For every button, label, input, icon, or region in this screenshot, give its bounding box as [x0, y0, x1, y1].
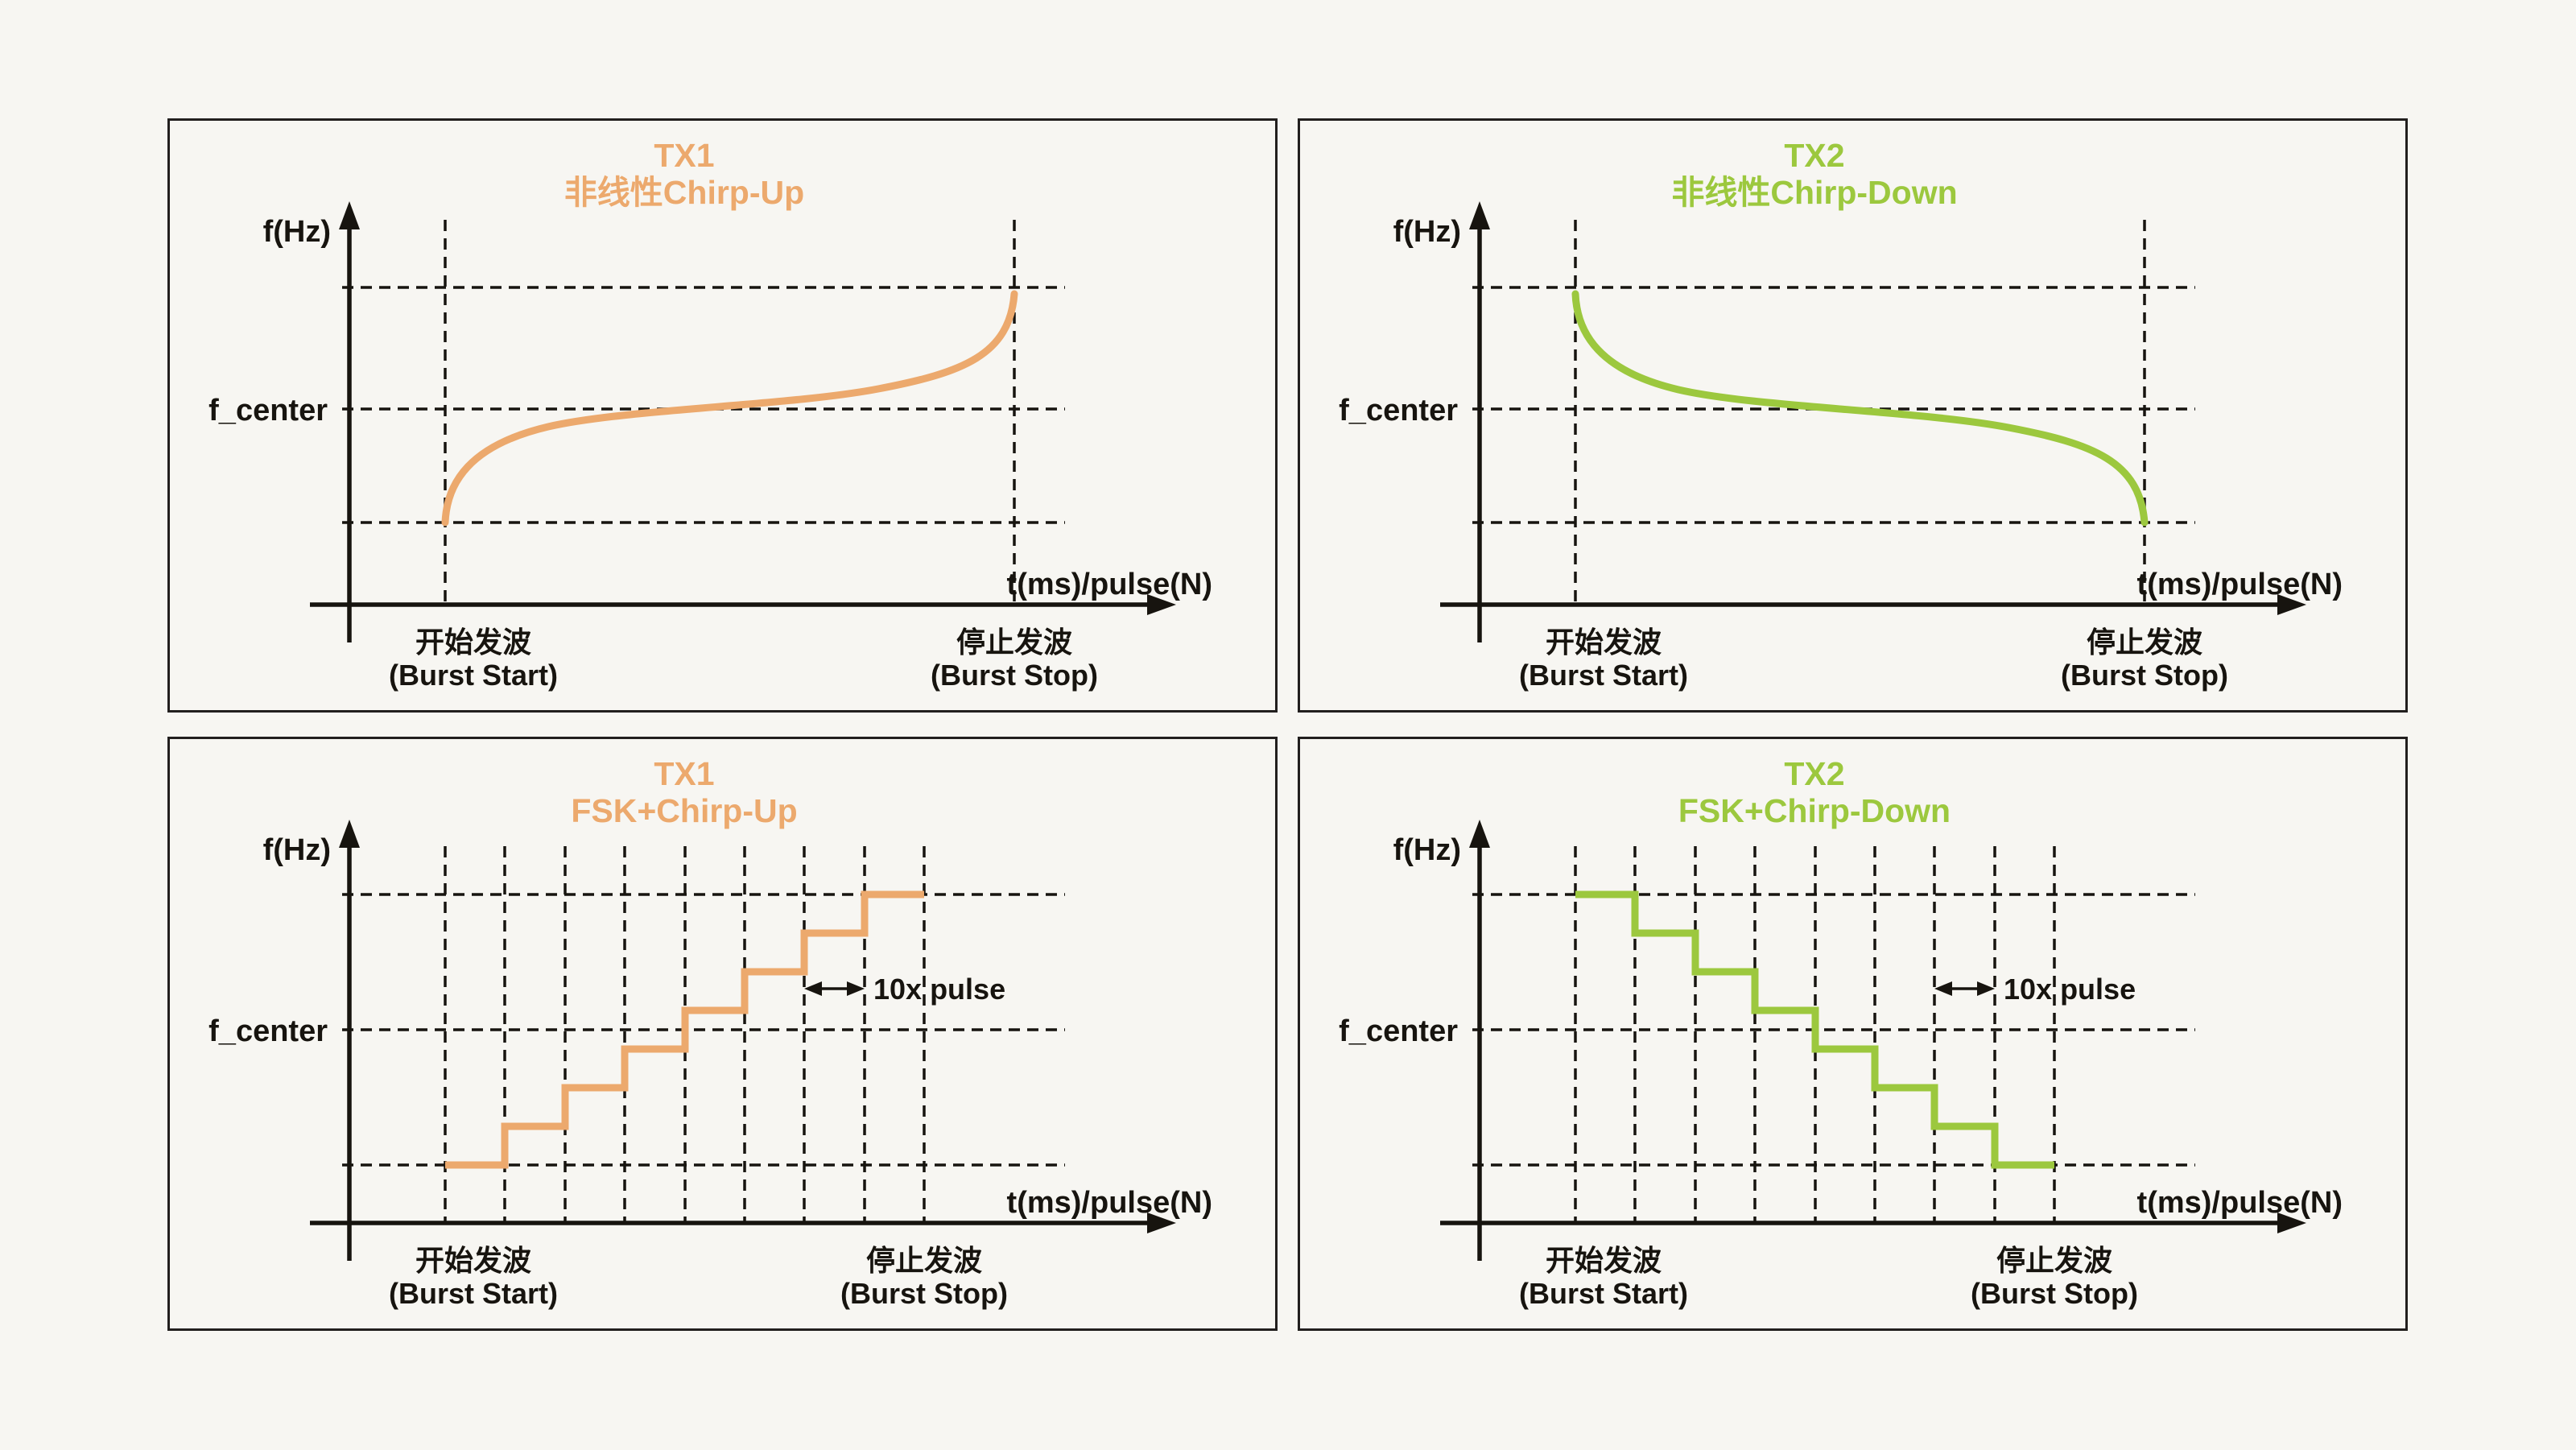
burst-start-label-cn: 开始发波: [1546, 1244, 1662, 1277]
burst-start-label-en: (Burst Start): [1519, 1277, 1688, 1310]
arrow-right-head-icon: [1977, 981, 1995, 996]
panel-title-line1: TX1: [654, 755, 714, 792]
y-axis-arrowhead-icon: [339, 820, 360, 848]
fsk-up-staircase: [445, 890, 924, 1169]
arrow-left-head-icon: [1934, 981, 1952, 996]
axes: [310, 820, 1176, 1261]
burst-stop-label-cn: 停止发波: [956, 626, 1072, 659]
panel-title-line1: TX1: [654, 137, 714, 174]
burst-stop-label-cn: 停止发波: [2087, 626, 2202, 659]
x-axis-label: t(ms)/pulse(N): [1007, 568, 1212, 601]
x-axis-arrowhead-icon: [1147, 594, 1176, 615]
axes: [310, 201, 1176, 642]
chirp-up-curve: [441, 290, 1018, 527]
gridlines: [1472, 220, 2195, 605]
chirp-down-curve: [1571, 290, 2149, 527]
chart-tx1-nonlinear-chirp-up: TX1 非线性Chirp-Up f(Hz) f_center t(ms)/pul…: [208, 137, 1212, 692]
burst-stop-label-en: (Burst Stop): [840, 1277, 1008, 1310]
panel-title-line1: TX2: [1784, 755, 1844, 792]
y-axis-label: f(Hz): [1393, 833, 1461, 867]
x-axis-label: t(ms)/pulse(N): [2137, 1186, 2343, 1220]
burst-stop-label-en: (Burst Stop): [2061, 659, 2228, 692]
panel-tx2-fsk-chirp-down: 10x pulse TX2 FSK+Chirp-Down f(Hz) f_cen…: [1298, 737, 2408, 1331]
panel-title-line2: FSK+Chirp-Down: [1678, 792, 1951, 829]
panel-title-line1: TX2: [1784, 137, 1844, 174]
x-axis-arrowhead-icon: [2277, 1212, 2306, 1233]
x-axis-arrowhead-icon: [2277, 594, 2306, 615]
panel-title-line2: 非线性Chirp-Up: [564, 174, 804, 211]
arrow-right-head-icon: [847, 981, 865, 996]
y-axis-arrowhead-icon: [1469, 201, 1490, 229]
burst-start-label-en: (Burst Start): [389, 659, 558, 692]
panel-tx1-nonlinear-chirp-up: TX1 非线性Chirp-Up f(Hz) f_center t(ms)/pul…: [167, 118, 1278, 713]
arrow-left-head-icon: [804, 981, 822, 996]
chart-tx2-fsk-chirp-down: 10x pulse TX2 FSK+Chirp-Down f(Hz) f_cen…: [1339, 755, 2343, 1310]
y-axis-arrowhead-icon: [339, 201, 360, 229]
burst-start-label-cn: 开始发波: [1546, 626, 1662, 659]
fcenter-label: f_center: [208, 394, 328, 428]
burst-stop-label-cn: 停止发波: [866, 1244, 982, 1277]
fcenter-label: f_center: [1339, 1014, 1458, 1048]
x-axis-label: t(ms)/pulse(N): [1007, 1186, 1212, 1220]
burst-stop-label-cn: 停止发波: [1996, 1244, 2112, 1277]
axes: [1440, 201, 2306, 642]
axes: [1440, 820, 2306, 1261]
y-axis-arrowhead-icon: [1469, 820, 1490, 848]
gridlines: [342, 220, 1065, 605]
panel-title-line2: 非线性Chirp-Down: [1671, 174, 1957, 211]
burst-start-label-en: (Burst Start): [1519, 659, 1688, 692]
chart-tx1-fsk-chirp-up: 10x pulse TX1 FSK+Chirp-Up f(Hz) f_cente…: [208, 755, 1212, 1310]
panel-tx2-nonlinear-chirp-down: TX2 非线性Chirp-Down f(Hz) f_center t(ms)/p…: [1298, 118, 2408, 713]
y-axis-label: f(Hz): [1393, 215, 1461, 249]
pulse-annotation-label: 10x pulse: [2004, 973, 2136, 1006]
y-axis-label: f(Hz): [263, 215, 331, 249]
pulse-width-annotation: 10x pulse: [804, 973, 1005, 1006]
pulse-gridlines: [1472, 846, 2195, 1223]
panel-title-line2: FSK+Chirp-Up: [571, 792, 797, 829]
panel-tx1-fsk-chirp-up: 10x pulse TX1 FSK+Chirp-Up f(Hz) f_cente…: [167, 737, 1278, 1331]
y-axis-label: f(Hz): [263, 833, 331, 867]
burst-stop-label-en: (Burst Stop): [931, 659, 1098, 692]
pulse-width-annotation: 10x pulse: [1934, 973, 2136, 1006]
burst-start-label-en: (Burst Start): [389, 1277, 558, 1310]
fsk-down-staircase: [1575, 890, 2054, 1169]
fcenter-label: f_center: [208, 1014, 328, 1048]
burst-start-label-cn: 开始发波: [415, 1244, 531, 1277]
chart-tx2-nonlinear-chirp-down: TX2 非线性Chirp-Down f(Hz) f_center t(ms)/p…: [1339, 137, 2343, 692]
pulse-annotation-label: 10x pulse: [873, 973, 1005, 1006]
burst-stop-label-en: (Burst Stop): [1971, 1277, 2138, 1310]
x-axis-label: t(ms)/pulse(N): [2137, 568, 2343, 601]
fcenter-label: f_center: [1339, 394, 1458, 428]
burst-start-label-cn: 开始发波: [415, 626, 531, 659]
x-axis-arrowhead-icon: [1147, 1212, 1176, 1233]
